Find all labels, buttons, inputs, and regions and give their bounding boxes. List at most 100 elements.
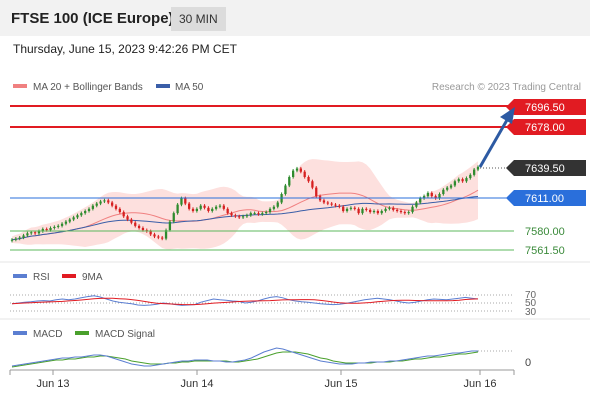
candle-body — [126, 216, 129, 220]
candle-body — [188, 203, 191, 209]
candle — [168, 220, 172, 232]
candle — [376, 209, 380, 215]
candle — [299, 166, 302, 174]
candle — [453, 179, 457, 188]
candle-body — [299, 168, 302, 172]
ma20-legend-swatch — [13, 84, 27, 88]
credit-label: Research © 2023 Trading Central — [432, 82, 581, 93]
candle-body — [403, 212, 406, 214]
candle-body — [388, 207, 391, 209]
candle — [53, 225, 56, 230]
candle — [345, 207, 349, 213]
candle — [103, 198, 106, 204]
candle — [110, 200, 114, 208]
macd-line — [11, 347, 478, 367]
candle-body — [434, 196, 437, 199]
candle — [388, 206, 391, 211]
candle-body — [45, 229, 48, 231]
candle-body — [399, 211, 403, 213]
x-tick-label: Jun 16 — [463, 378, 496, 390]
candle-body — [407, 212, 410, 214]
candle-body — [107, 200, 110, 203]
candle-body — [80, 213, 83, 216]
candle-body — [392, 207, 395, 210]
candle-body — [415, 202, 418, 207]
candle — [334, 203, 337, 208]
rsi-line — [11, 295, 479, 306]
candle — [80, 211, 83, 217]
candle-body — [384, 208, 387, 211]
candle — [188, 201, 191, 211]
candle-body — [476, 166, 480, 170]
candle-body — [222, 205, 225, 209]
support-label-bg-1 — [514, 190, 586, 206]
interval-button[interactable]: 30 MIN — [171, 7, 226, 31]
candle-body — [253, 213, 256, 215]
candle — [126, 214, 129, 222]
candle — [291, 169, 295, 179]
candle-body — [330, 203, 333, 205]
candle — [338, 204, 341, 209]
candle — [230, 211, 233, 217]
candle — [415, 200, 418, 209]
candle — [361, 207, 364, 215]
candle-body — [469, 174, 472, 179]
candle-body — [176, 204, 179, 214]
candle-body — [211, 208, 214, 211]
ma20-legend-label: MA 20 + Bollinger Bands — [33, 82, 143, 93]
candle-body — [307, 177, 310, 182]
candle — [199, 204, 202, 211]
candle-body — [276, 202, 279, 207]
support-label-1: 7611.00 — [525, 193, 564, 205]
candle — [114, 204, 118, 211]
candle-body — [395, 209, 399, 211]
candle-body — [453, 181, 457, 186]
candle — [137, 224, 141, 230]
candle — [449, 183, 453, 190]
forecast-arrow — [478, 119, 509, 168]
candle-body — [372, 211, 376, 213]
x-tick-label: Jun 13 — [36, 378, 69, 390]
candle-body — [268, 208, 272, 213]
current-price-label-bg — [514, 160, 586, 176]
candle — [465, 176, 468, 183]
candle-body — [64, 221, 68, 224]
candle — [241, 214, 245, 219]
resistance-label-bg-2 — [514, 119, 586, 135]
support-label-2: 7580.00 — [525, 226, 565, 238]
candle-body — [419, 198, 422, 203]
ma50-legend-label: MA 50 — [175, 82, 204, 93]
candle-body — [353, 207, 356, 209]
candle-body — [68, 219, 71, 222]
candle-body — [288, 177, 291, 186]
candle-body — [430, 192, 433, 197]
candle-body — [311, 181, 314, 188]
candle — [118, 207, 121, 214]
candle — [284, 183, 287, 196]
candle — [469, 173, 472, 180]
candle-body — [114, 205, 118, 209]
candle — [476, 165, 480, 172]
candle-body — [411, 206, 414, 213]
candle-body — [342, 206, 345, 211]
candle-body — [326, 202, 329, 204]
candle-body — [37, 231, 41, 234]
candle — [60, 222, 64, 228]
ma20-line — [11, 189, 479, 241]
candle — [303, 170, 306, 179]
candle — [426, 191, 430, 198]
candle — [214, 205, 218, 211]
candle — [434, 194, 437, 200]
candle — [84, 209, 87, 215]
candle-body — [53, 226, 56, 228]
candle-body — [291, 170, 295, 177]
macd-signal-legend-swatch — [75, 331, 89, 335]
support-label-3: 7561.50 — [525, 245, 565, 257]
resistance-label-1: 7696.50 — [525, 102, 565, 114]
candle-body — [345, 208, 349, 211]
candle-body — [30, 232, 33, 234]
candle-body — [449, 185, 453, 188]
candle-body — [134, 222, 137, 226]
candle-body — [461, 179, 464, 182]
bollinger-band — [12, 159, 478, 250]
